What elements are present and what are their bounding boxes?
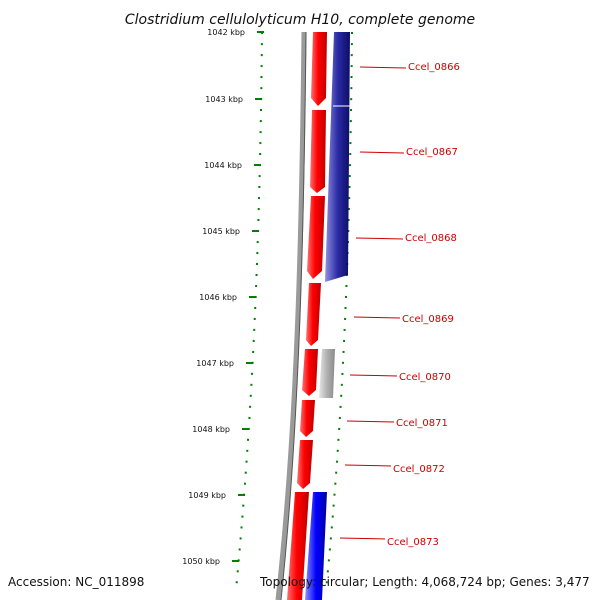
scale-dotted-line — [235, 31, 263, 591]
gene-labels: Ccel_0866 Ccel_0867 Ccel_0868 Ccel_0869 Ccel… — [339, 62, 460, 548]
accession-text: Accession: NC_011898 — [8, 575, 144, 589]
gene-block-reverse[interactable] — [305, 492, 327, 600]
gene-arrow-forward[interactable] — [297, 440, 313, 489]
gene-block-reverse[interactable] — [325, 32, 350, 282]
tick-label: 1050 kbp — [182, 557, 220, 566]
gene-label[interactable]: Ccel_0873 — [387, 537, 439, 548]
genome-summary-text: Topology: circular; Length: 4,068,724 bp… — [259, 575, 590, 589]
tick-label: 1047 kbp — [196, 359, 234, 368]
label-leader-line — [349, 374, 398, 377]
gene-arrow-forward[interactable] — [300, 400, 315, 437]
gene-arrow-forward[interactable] — [306, 283, 321, 346]
tick-label: 1042 kbp — [207, 28, 245, 37]
tick-label: 1049 kbp — [188, 491, 226, 500]
tick-label: 1048 kbp — [192, 425, 230, 434]
gene-label[interactable]: Ccel_0867 — [406, 147, 458, 158]
tick-label: 1044 kbp — [204, 161, 242, 170]
gene-arrow-forward[interactable] — [307, 196, 325, 279]
label-leader-line — [355, 237, 404, 240]
gene-block-pseudo[interactable] — [319, 349, 335, 398]
tick-label: 1043 kbp — [205, 95, 243, 104]
label-leader-line — [353, 316, 401, 319]
label-leader-line — [339, 537, 386, 540]
label-leader-line — [346, 420, 395, 423]
gene-label[interactable]: Ccel_0869 — [402, 314, 454, 325]
gene-label[interactable]: Ccel_0868 — [405, 233, 457, 244]
scale-ticks: 1042 kbp 1043 kbp 1044 kbp 1045 kbp 1046 kbp… — [182, 28, 264, 566]
gene-arrow-forward[interactable] — [302, 349, 318, 396]
gene-arrow-forward[interactable] — [287, 492, 309, 600]
backbone-arc — [275, 31, 307, 600]
gene-arrow-forward[interactable] — [311, 32, 327, 106]
backbone-arc-shadow — [280, 31, 307, 600]
gene-label[interactable]: Ccel_0871 — [396, 418, 448, 429]
gene-label[interactable]: Ccel_0870 — [399, 372, 451, 383]
label-leader-line — [344, 464, 392, 467]
label-leader-line — [359, 151, 405, 154]
tick-label: 1045 kbp — [202, 227, 240, 236]
tick-label: 1046 kbp — [199, 293, 237, 302]
gene-label[interactable]: Ccel_0866 — [408, 62, 460, 73]
gene-arrow-forward[interactable] — [310, 110, 326, 193]
gene-label[interactable]: Ccel_0872 — [393, 464, 445, 475]
feature-dotted-line — [325, 31, 353, 591]
map-title: Clostridium cellulolyticum H10, complete… — [125, 12, 475, 28]
label-leader-line — [359, 66, 407, 69]
